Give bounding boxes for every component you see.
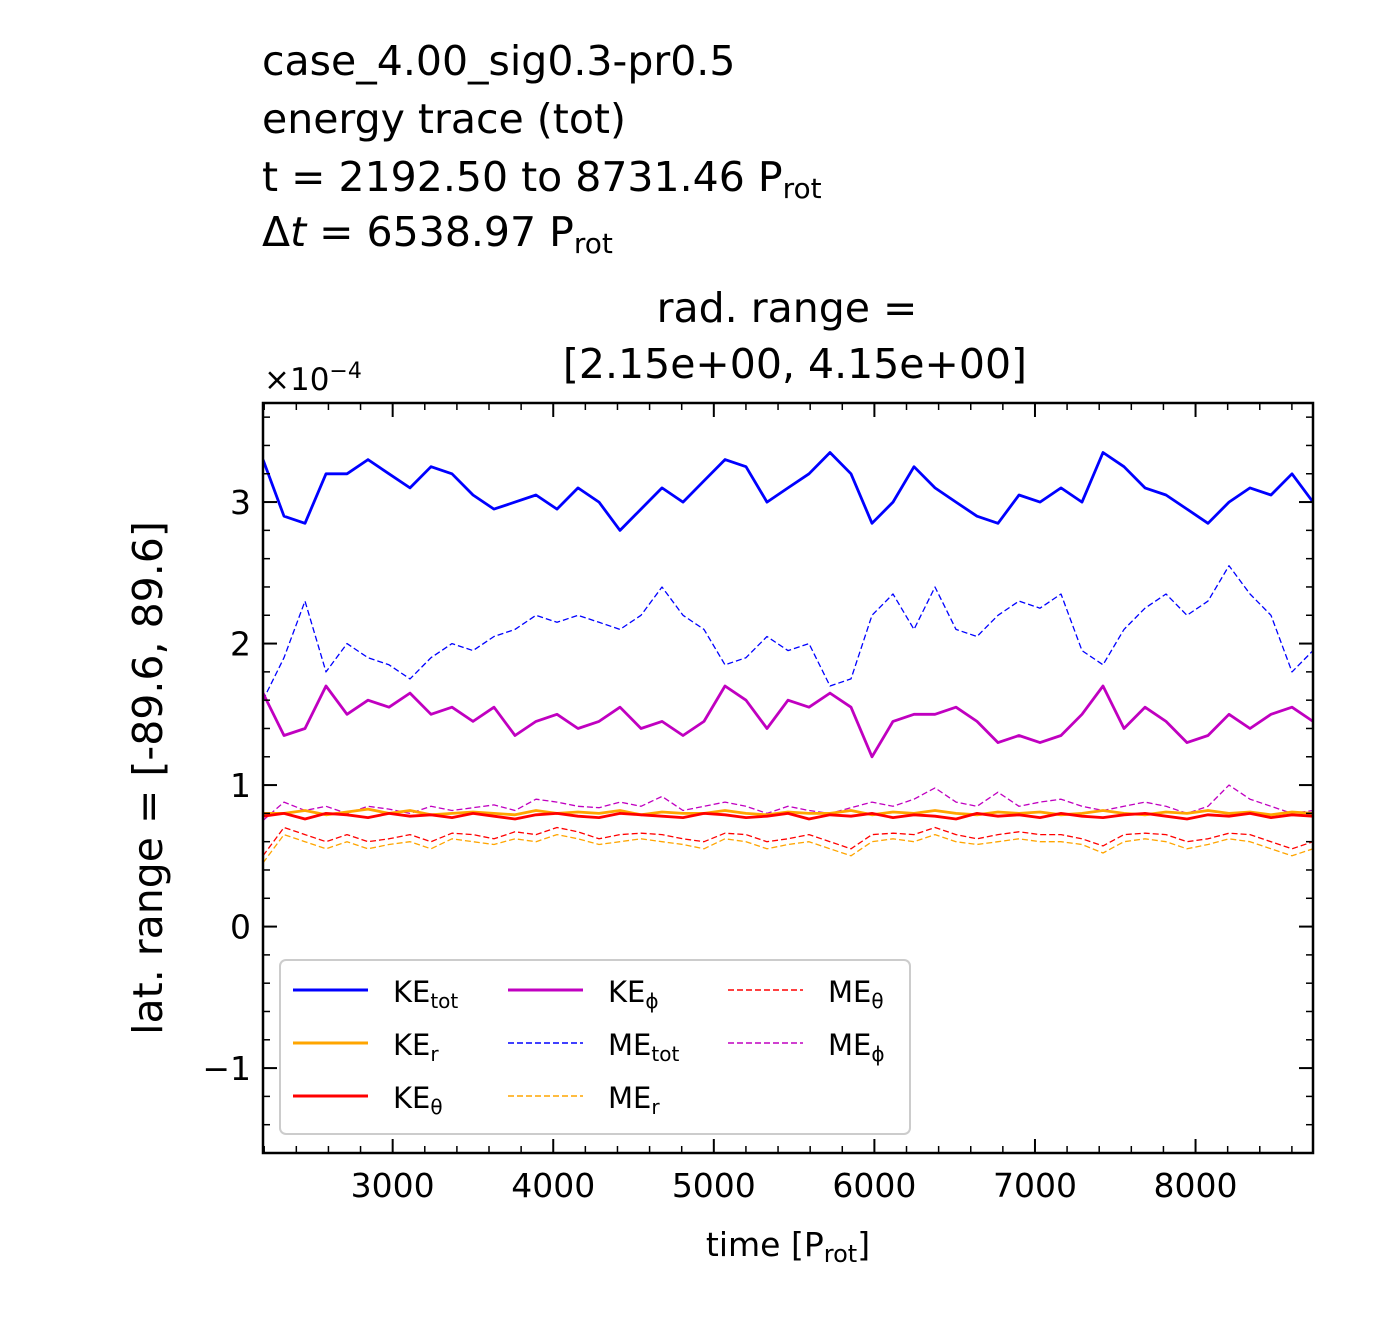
x-tick-label: 4000 (511, 1166, 595, 1205)
legend-label: MEtot (608, 1028, 679, 1066)
legend-label: KEtot (393, 975, 458, 1013)
y-axis-multiplier: ×10−4 (264, 359, 362, 398)
legend-label: KEϕ (608, 975, 659, 1013)
series-line-ke-2 (263, 812, 1313, 821)
y-axis-label: lat. range = [-89.6, 89.6] (124, 521, 172, 1035)
series-line-me-5 (263, 833, 1313, 864)
series-line-me-4 (263, 565, 1313, 701)
y-tick-label: 0 (230, 908, 251, 947)
x-tick-label: 6000 (832, 1166, 916, 1205)
series-line-ke-3 (263, 684, 1313, 759)
y-tick-label: −1 (202, 1049, 251, 1088)
y-tick-label: 2 (230, 625, 251, 664)
legend-label: MEθ (828, 975, 884, 1013)
header-delta-t: t (290, 208, 308, 256)
plot-frame (261, 401, 1315, 1155)
header-delta-symbol: Δ (262, 208, 290, 256)
legend: KEtot KEr KEθ KEϕ MEtot MEr MEθ MEϕ (279, 959, 911, 1135)
series-line-me-7 (263, 784, 1313, 821)
header-delta-main: = 6538.97 P (306, 208, 574, 256)
header-trace-type: energy trace (tot) (262, 95, 626, 143)
legend-label: MEr (608, 1081, 660, 1119)
series-line-me-6 (263, 826, 1313, 857)
header-time-range-main: t = 2192.50 to 8731.46 P (262, 153, 783, 201)
series-line-ke-0 (263, 451, 1313, 532)
chart-title-line1: rad. range = (657, 284, 918, 332)
legend-label: KEθ (393, 1081, 443, 1119)
header-time-delta: Δt = 6538.97 Prot (262, 208, 613, 260)
x-tick-label: 7000 (993, 1166, 1077, 1205)
ticks-layer: 3000 4000 5000 6000 7000 8000 −1 0 1 2 3 (202, 403, 1313, 1205)
x-tick-label: 8000 (1154, 1166, 1238, 1205)
series-layer (263, 451, 1313, 864)
y-tick-label: 3 (230, 483, 251, 522)
figure-header: case_4.00_sig0.3-pr0.5 energy trace (tot… (262, 37, 822, 260)
legend-label: MEϕ (828, 1028, 885, 1066)
header-time-range-sub: rot (783, 172, 822, 205)
x-label-end: ] (857, 1225, 870, 1264)
y-tick-label: 1 (230, 766, 251, 805)
header-case-name: case_4.00_sig0.3-pr0.5 (262, 37, 735, 85)
x-tick-label: 5000 (672, 1166, 756, 1205)
header-delta-sub: rot (574, 227, 613, 260)
x-axis-label: time [Prot] (706, 1225, 870, 1268)
y-multiplier-base: ×10 (264, 362, 329, 398)
legend-box (279, 959, 911, 1135)
y-multiplier-exp: −4 (329, 359, 361, 384)
legend-label: KEr (393, 1028, 439, 1066)
x-tick-label: 3000 (351, 1166, 435, 1205)
header-time-range: t = 2192.50 to 8731.46 Prot (262, 153, 822, 205)
x-label-main: time [P (706, 1225, 824, 1264)
x-label-sub: rot (824, 1240, 857, 1268)
chart-title-line2: [2.15e+00, 4.15e+00] (563, 340, 1027, 388)
